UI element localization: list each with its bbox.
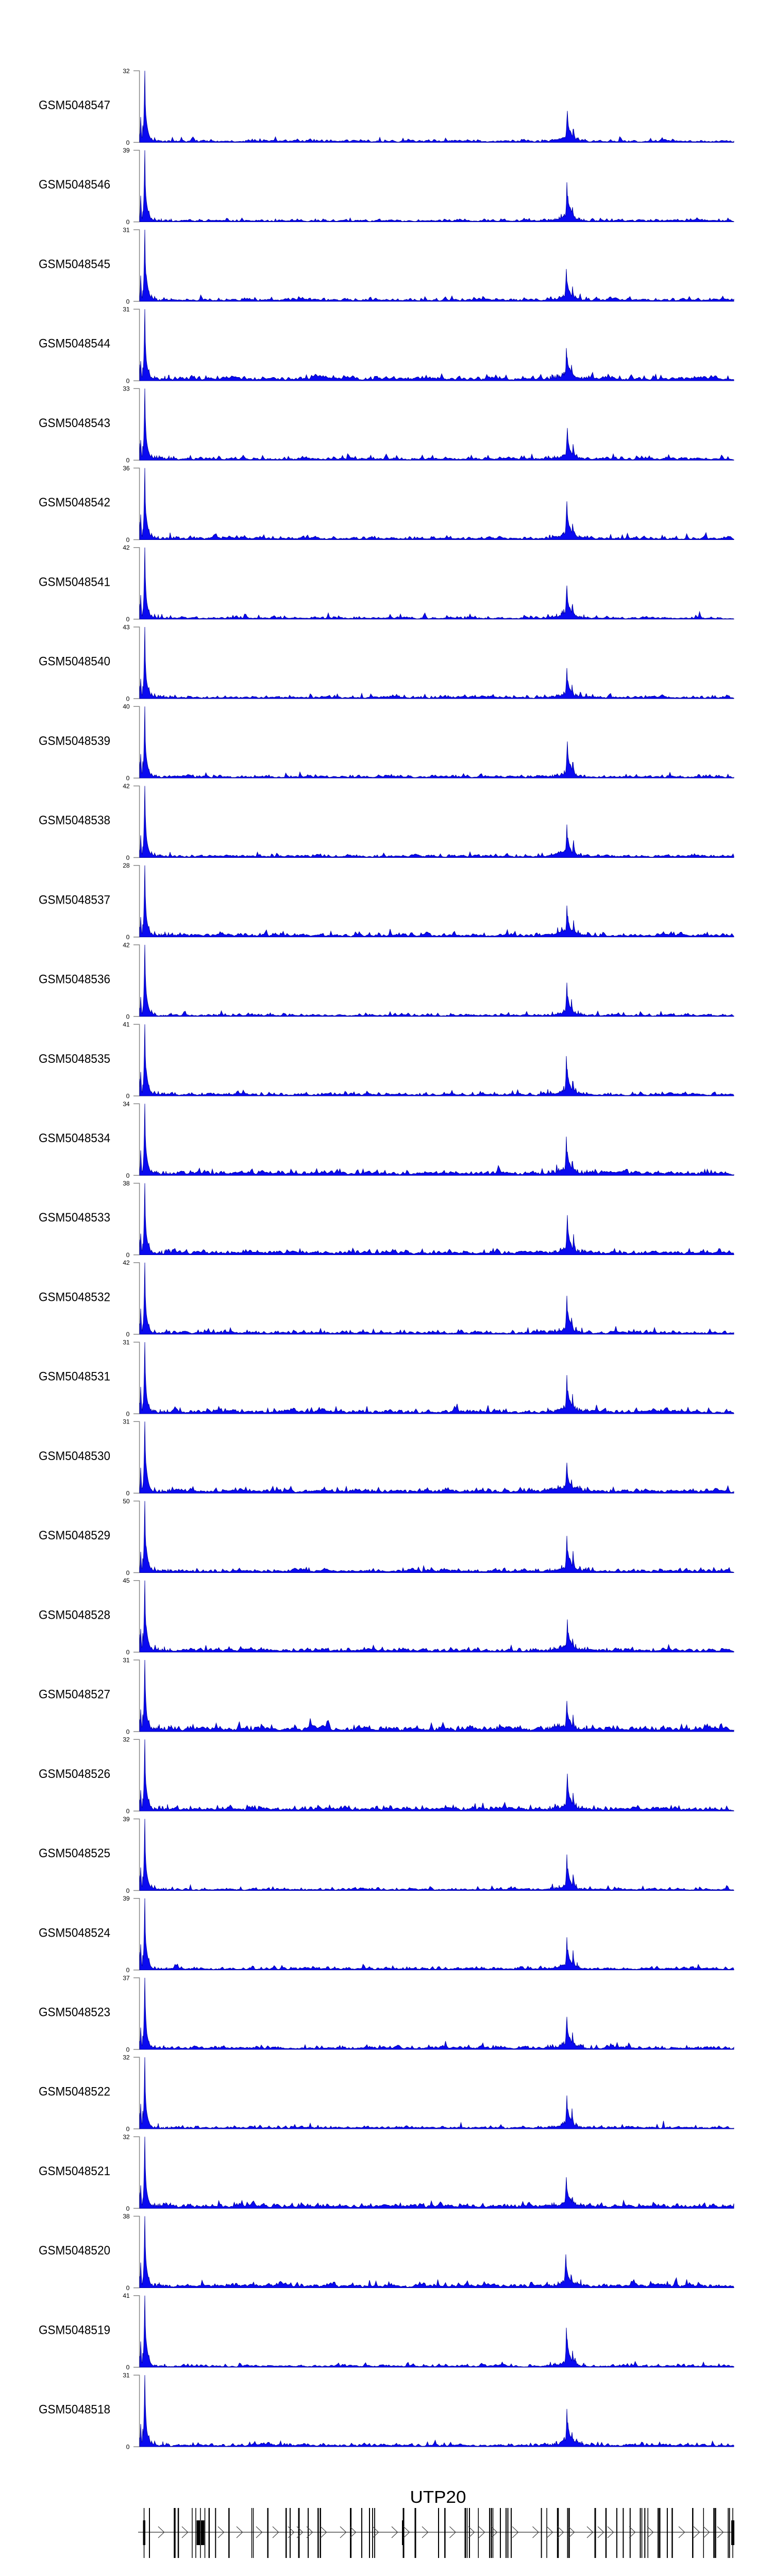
svg-text:GSM5048539: GSM5048539 [39, 734, 110, 748]
svg-text:32: 32 [123, 67, 130, 75]
svg-text:GSM5048529: GSM5048529 [39, 1529, 110, 1543]
svg-text:GSM5048531: GSM5048531 [39, 1370, 110, 1384]
svg-text:GSM5048545: GSM5048545 [39, 258, 110, 272]
svg-text:GSM5048536: GSM5048536 [39, 973, 110, 987]
svg-text:0: 0 [126, 298, 130, 305]
svg-text:32: 32 [123, 2133, 130, 2141]
svg-text:GSM5048520: GSM5048520 [39, 2244, 110, 2258]
svg-text:0: 0 [126, 1649, 130, 1656]
svg-text:GSM5048546: GSM5048546 [39, 178, 110, 192]
svg-text:0: 0 [126, 1013, 130, 1020]
svg-text:0: 0 [126, 2126, 130, 2133]
svg-text:40: 40 [123, 703, 130, 710]
svg-text:42: 42 [123, 1259, 130, 1266]
svg-text:0: 0 [126, 1490, 130, 1497]
svg-text:31: 31 [123, 1339, 130, 1346]
svg-text:GSM5048522: GSM5048522 [39, 2085, 110, 2099]
svg-text:39: 39 [123, 1816, 130, 1823]
svg-text:GSM5048528: GSM5048528 [39, 1608, 110, 1622]
svg-text:GSM5048538: GSM5048538 [39, 814, 110, 827]
svg-text:42: 42 [123, 783, 130, 790]
svg-text:0: 0 [126, 2205, 130, 2212]
svg-text:0: 0 [126, 854, 130, 861]
svg-text:0: 0 [126, 1728, 130, 1735]
svg-text:39: 39 [123, 147, 130, 154]
svg-text:GSM5048534: GSM5048534 [39, 1131, 110, 1145]
svg-text:0: 0 [126, 1569, 130, 1577]
svg-text:GSM5048540: GSM5048540 [39, 655, 110, 669]
svg-text:0: 0 [126, 934, 130, 941]
svg-text:0: 0 [126, 616, 130, 623]
svg-text:31: 31 [123, 1656, 130, 1664]
svg-text:31: 31 [123, 1418, 130, 1426]
svg-text:GSM5048541: GSM5048541 [39, 575, 110, 589]
svg-text:GSM5048535: GSM5048535 [39, 1052, 110, 1066]
svg-text:GSM5048519: GSM5048519 [39, 2323, 110, 2337]
svg-text:0: 0 [126, 139, 130, 146]
svg-text:37: 37 [123, 1974, 130, 1981]
svg-text:34: 34 [123, 1100, 130, 1108]
svg-text:GSM5048530: GSM5048530 [39, 1449, 110, 1463]
svg-text:GSM5048525: GSM5048525 [39, 1846, 110, 1860]
svg-text:GSM5048523: GSM5048523 [39, 2006, 110, 2020]
svg-text:32: 32 [123, 2054, 130, 2061]
svg-text:0: 0 [126, 536, 130, 544]
svg-text:GSM5048524: GSM5048524 [39, 1926, 110, 1940]
svg-text:0: 0 [126, 1887, 130, 1894]
svg-text:42: 42 [123, 544, 130, 551]
svg-text:GSM5048532: GSM5048532 [39, 1290, 110, 1304]
svg-text:0: 0 [126, 457, 130, 464]
svg-text:36: 36 [123, 465, 130, 472]
svg-text:GSM5048544: GSM5048544 [39, 337, 110, 351]
svg-text:GSM5048526: GSM5048526 [39, 1767, 110, 1781]
svg-text:0: 0 [126, 775, 130, 782]
svg-text:GSM5048527: GSM5048527 [39, 1688, 110, 1702]
svg-text:0: 0 [126, 1808, 130, 1815]
svg-text:43: 43 [123, 623, 130, 631]
svg-text:GSM5048533: GSM5048533 [39, 1211, 110, 1225]
svg-text:0: 0 [126, 1172, 130, 1179]
svg-text:0: 0 [126, 378, 130, 385]
svg-text:0: 0 [126, 1251, 130, 1259]
svg-text:41: 41 [123, 1021, 130, 1028]
svg-text:GSM5048547: GSM5048547 [39, 98, 110, 112]
svg-text:0: 0 [126, 2046, 130, 2053]
svg-text:GSM5048521: GSM5048521 [39, 2164, 110, 2178]
svg-text:33: 33 [123, 385, 130, 393]
svg-text:41: 41 [123, 2292, 130, 2299]
svg-text:GSM5048543: GSM5048543 [39, 416, 110, 430]
svg-text:31: 31 [123, 306, 130, 313]
svg-text:42: 42 [123, 941, 130, 948]
svg-text:31: 31 [123, 2372, 130, 2379]
svg-text:45: 45 [123, 1577, 130, 1584]
svg-text:32: 32 [123, 1736, 130, 1743]
svg-text:50: 50 [123, 1498, 130, 1505]
svg-text:0: 0 [126, 2444, 130, 2451]
svg-text:0: 0 [126, 1411, 130, 1418]
svg-text:0: 0 [126, 695, 130, 702]
svg-text:GSM5048542: GSM5048542 [39, 496, 110, 510]
svg-text:38: 38 [123, 1180, 130, 1187]
svg-text:0: 0 [126, 2284, 130, 2292]
svg-text:38: 38 [123, 2213, 130, 2220]
svg-text:GSM5048537: GSM5048537 [39, 893, 110, 907]
svg-text:0: 0 [126, 1093, 130, 1100]
svg-text:GSM5048518: GSM5048518 [39, 2403, 110, 2417]
svg-text:31: 31 [123, 226, 130, 233]
svg-text:0: 0 [126, 2364, 130, 2371]
svg-text:28: 28 [123, 862, 130, 869]
svg-text:UTP20: UTP20 [410, 2487, 466, 2506]
svg-text:39: 39 [123, 1895, 130, 1902]
svg-text:0: 0 [126, 218, 130, 226]
svg-text:0: 0 [126, 1331, 130, 1338]
svg-text:0: 0 [126, 1967, 130, 1974]
